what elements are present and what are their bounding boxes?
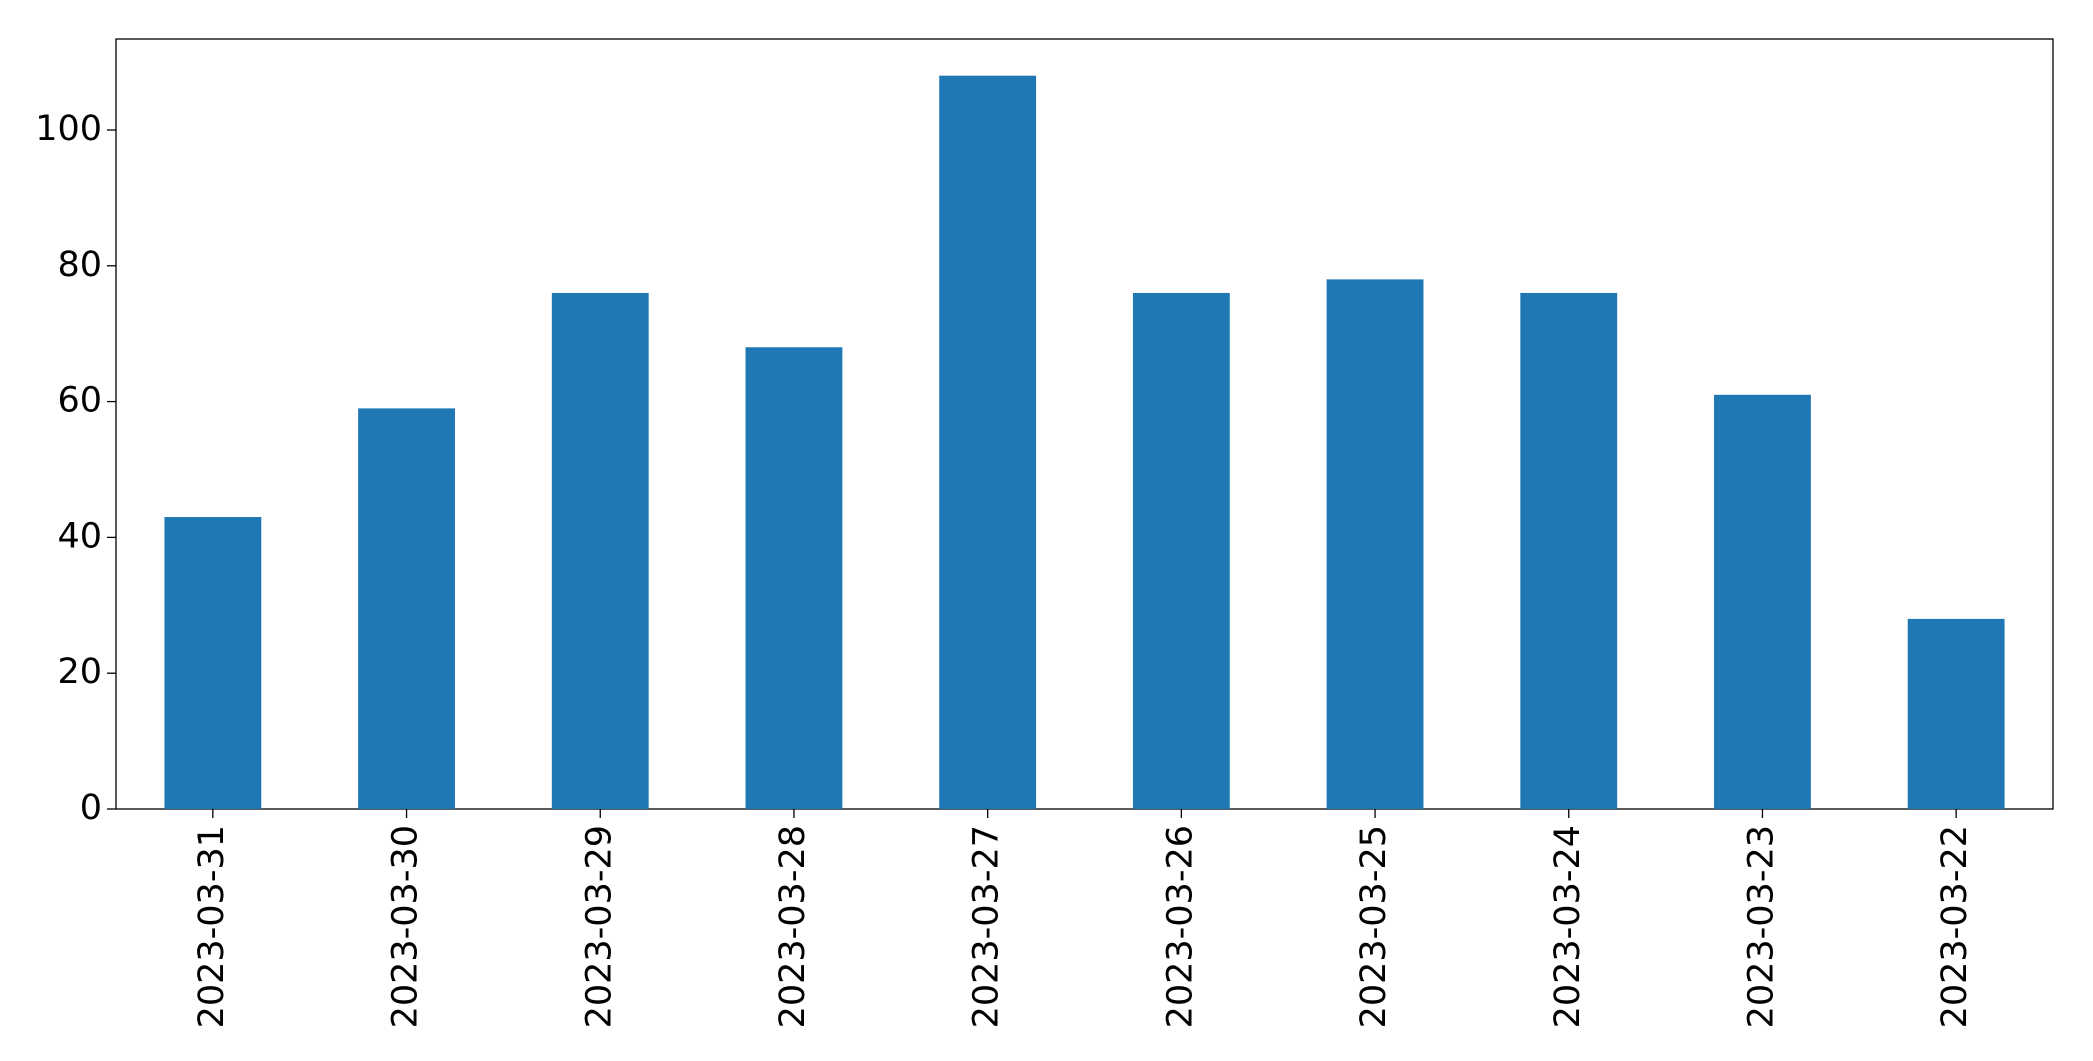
y-tick-label: 40: [57, 516, 102, 556]
x-tick-label: 2023-03-24: [1548, 825, 1588, 1028]
x-tick-label: 2023-03-28: [773, 825, 813, 1028]
bar: [939, 75, 1037, 809]
y-tick-label: 100: [35, 109, 102, 149]
x-tick-label: 2023-03-22: [1935, 825, 1975, 1028]
bar: [1132, 292, 1230, 809]
bar: [1520, 292, 1618, 809]
bar: [358, 408, 455, 809]
bar: [745, 347, 843, 809]
bar: [1326, 279, 1424, 809]
bar: [1714, 394, 1811, 809]
x-tick-label: 2023-03-29: [579, 825, 619, 1028]
x-tick-label: 2023-03-27: [967, 825, 1007, 1028]
bar: [1907, 618, 2005, 809]
bar: [551, 292, 649, 809]
y-tick-label: 60: [57, 381, 102, 421]
y-tick-label: 20: [57, 652, 102, 692]
x-tick-label: 2023-03-31: [192, 825, 232, 1028]
x-tick-label: 2023-03-30: [386, 825, 426, 1028]
x-tick-label: 2023-03-23: [1741, 825, 1781, 1028]
x-tick-label: 2023-03-25: [1354, 825, 1394, 1028]
y-tick-label: 80: [57, 245, 102, 285]
y-tick-label: 0: [80, 788, 102, 828]
bar: [164, 517, 262, 809]
plot-frame: [115, 38, 2054, 810]
x-tick-label: 2023-03-26: [1160, 825, 1200, 1028]
